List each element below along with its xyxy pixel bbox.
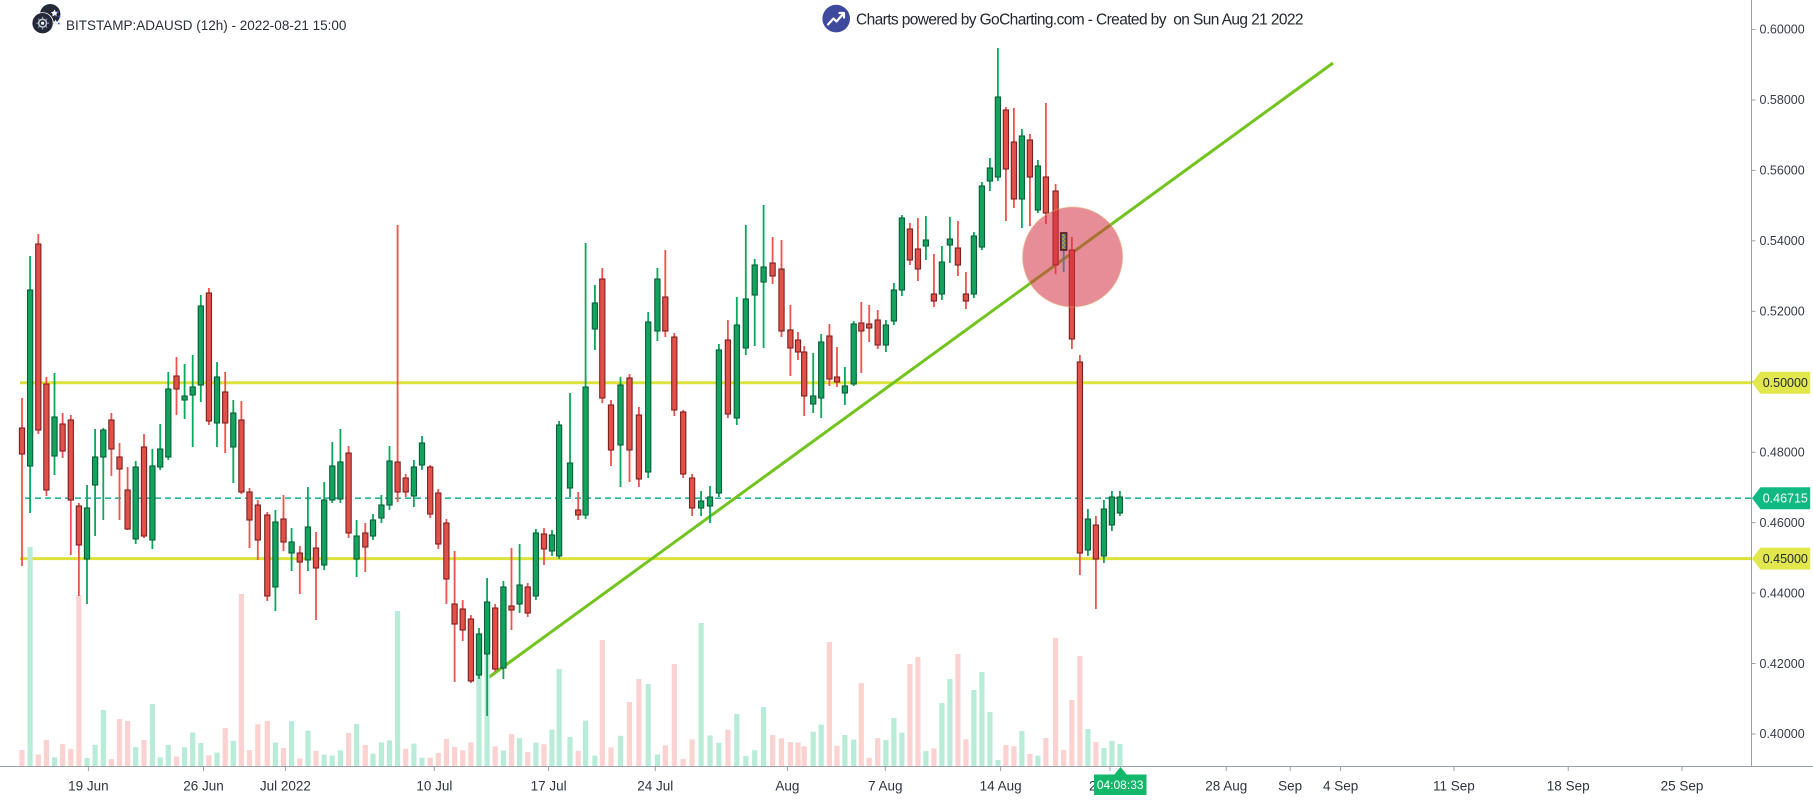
svg-text:25 Sep: 25 Sep <box>1661 779 1704 794</box>
svg-text:Jul 2022: Jul 2022 <box>260 779 311 794</box>
svg-text:Charts powered by GoCharting.c: Charts powered by GoCharting.com - Creat… <box>856 12 1303 29</box>
svg-text:0.46715: 0.46715 <box>1763 492 1808 506</box>
svg-text:0.52000: 0.52000 <box>1760 305 1805 319</box>
svg-text:0.45000: 0.45000 <box>1763 552 1808 566</box>
svg-text:Aug: Aug <box>775 779 799 794</box>
svg-text:19 Jun: 19 Jun <box>68 779 109 794</box>
svg-text:0.44000: 0.44000 <box>1760 586 1805 600</box>
svg-text:0.54000: 0.54000 <box>1760 234 1805 248</box>
svg-text:18 Sep: 18 Sep <box>1547 779 1590 794</box>
svg-text:28 Aug: 28 Aug <box>1205 779 1247 794</box>
svg-text:0.48000: 0.48000 <box>1760 445 1805 459</box>
svg-text:Sep: Sep <box>1278 779 1302 794</box>
svg-text:7 Aug: 7 Aug <box>868 779 903 794</box>
svg-text:0.56000: 0.56000 <box>1760 164 1805 178</box>
svg-text:0.42000: 0.42000 <box>1760 657 1805 671</box>
svg-text:0.46000: 0.46000 <box>1760 516 1805 530</box>
svg-text:0.40000: 0.40000 <box>1760 727 1805 741</box>
svg-text:0.60000: 0.60000 <box>1760 23 1805 37</box>
svg-text:BITSTAMP:ADAUSD (12h) - 2022-0: BITSTAMP:ADAUSD (12h) - 2022-08-21 15:00 <box>66 18 346 33</box>
svg-text:0.58000: 0.58000 <box>1760 93 1805 107</box>
svg-text:26 Jun: 26 Jun <box>183 779 224 794</box>
svg-text:4 Sep: 4 Sep <box>1323 779 1358 794</box>
svg-text:11 Sep: 11 Sep <box>1433 779 1475 794</box>
svg-text:10 Jul: 10 Jul <box>416 779 452 794</box>
svg-text:24 Jul: 24 Jul <box>637 779 673 794</box>
svg-text:14 Aug: 14 Aug <box>980 779 1022 794</box>
svg-text:17 Jul: 17 Jul <box>531 779 567 794</box>
svg-text:04:08:33: 04:08:33 <box>1097 778 1144 792</box>
svg-text:0.50000: 0.50000 <box>1763 376 1808 390</box>
